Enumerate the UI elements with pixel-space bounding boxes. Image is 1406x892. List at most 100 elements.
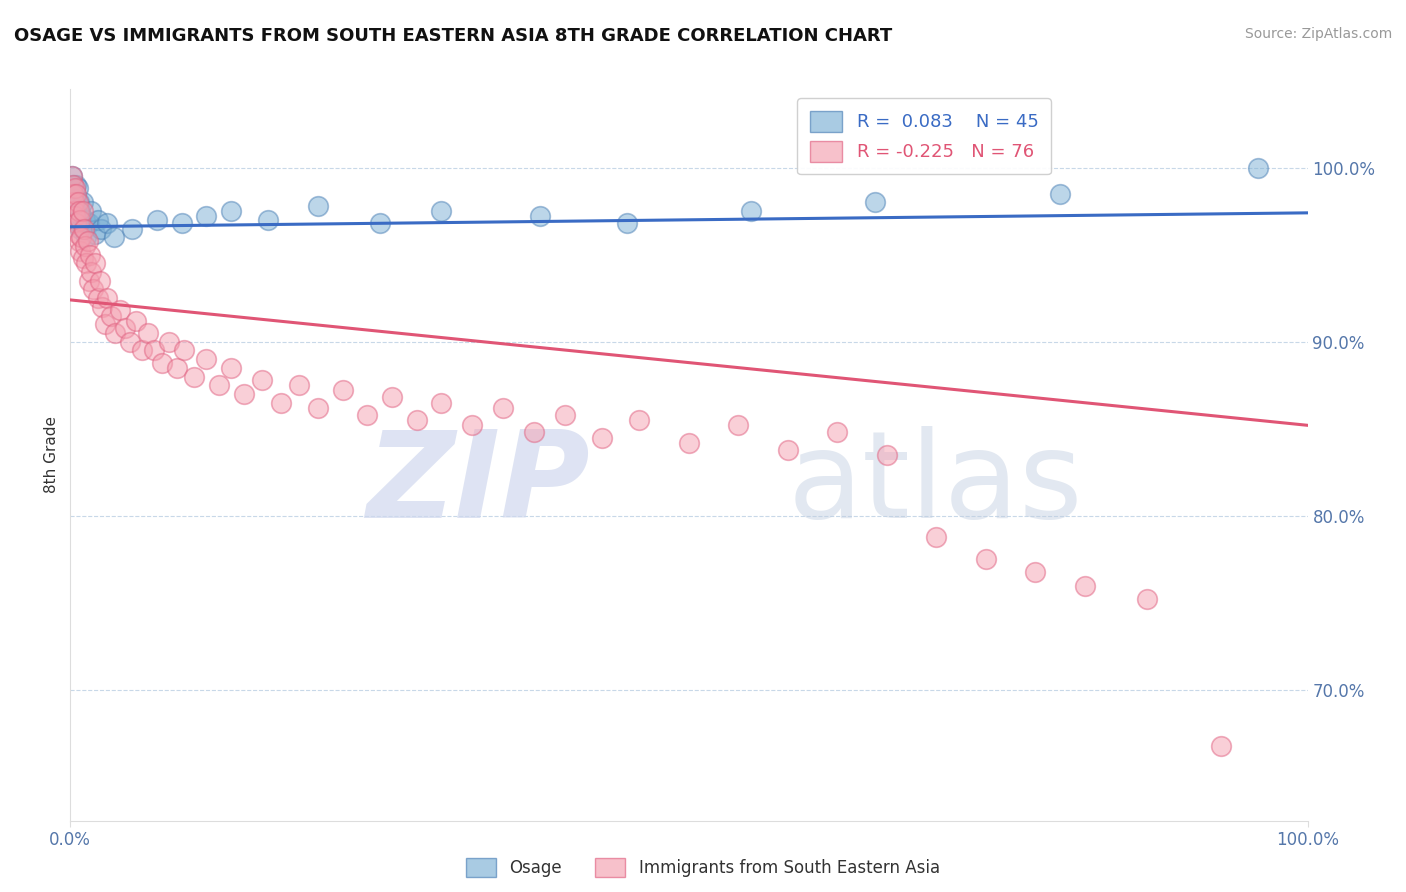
Point: [727, 418, 749, 433]
Point: [67, 234, 90, 248]
Point: [143, 343, 166, 358]
Legend: R =  0.083    N = 45, R = -0.225   N = 76: R = 0.083 N = 45, R = -0.225 N = 76: [797, 98, 1052, 174]
Point: [103, 230, 125, 244]
Point: [60, 169, 83, 184]
Point: [131, 343, 153, 358]
Point: [157, 334, 180, 349]
Point: [82, 283, 104, 297]
Point: [114, 320, 136, 334]
Point: [208, 378, 231, 392]
Point: [65, 216, 87, 230]
Point: [1247, 161, 1270, 175]
Point: [1209, 739, 1232, 753]
Point: [616, 216, 638, 230]
Point: [86, 291, 108, 305]
Point: [925, 530, 948, 544]
Point: [72, 204, 94, 219]
Point: [65, 186, 87, 201]
Point: [75, 230, 97, 244]
Point: [96, 216, 118, 230]
Point: [79, 247, 101, 261]
Point: [166, 360, 188, 375]
Point: [492, 401, 515, 415]
Point: [66, 195, 89, 210]
Point: [72, 221, 94, 235]
Point: [1074, 578, 1097, 592]
Text: Source: ZipAtlas.com: Source: ZipAtlas.com: [1244, 27, 1392, 41]
Point: [80, 265, 103, 279]
Point: [75, 256, 97, 270]
Point: [183, 369, 205, 384]
Point: [1049, 186, 1071, 201]
Point: [77, 216, 100, 230]
Point: [69, 244, 91, 259]
Point: [80, 204, 103, 219]
Point: [62, 186, 84, 201]
Point: [430, 204, 453, 219]
Point: [65, 204, 87, 219]
Point: [62, 178, 84, 192]
Point: [250, 373, 273, 387]
Point: [63, 212, 86, 227]
Point: [67, 195, 90, 210]
Point: [628, 413, 651, 427]
Point: [430, 395, 453, 409]
Point: [270, 395, 292, 409]
Point: [65, 210, 87, 224]
Point: [108, 303, 131, 318]
Point: [136, 326, 159, 340]
Point: [381, 391, 404, 405]
Point: [591, 430, 613, 444]
Point: [104, 326, 127, 340]
Point: [65, 210, 87, 224]
Point: [195, 352, 218, 367]
Point: [65, 178, 87, 192]
Point: [67, 216, 90, 230]
Point: [73, 221, 96, 235]
Point: [77, 274, 100, 288]
Point: [75, 239, 97, 253]
Point: [63, 195, 86, 210]
Point: [94, 318, 117, 332]
Text: ZIP: ZIP: [366, 425, 591, 542]
Point: [91, 300, 114, 314]
Point: [63, 204, 86, 219]
Point: [356, 408, 378, 422]
Point: [219, 360, 242, 375]
Point: [876, 448, 898, 462]
Point: [90, 221, 112, 235]
Point: [69, 221, 91, 235]
Point: [72, 251, 94, 265]
Point: [118, 334, 141, 349]
Point: [195, 210, 218, 224]
Point: [60, 169, 83, 184]
Point: [72, 195, 94, 210]
Point: [63, 195, 86, 210]
Point: [307, 199, 329, 213]
Point: [76, 234, 98, 248]
Point: [554, 408, 576, 422]
Point: [65, 192, 87, 206]
Point: [863, 195, 886, 210]
Point: [65, 186, 87, 201]
Point: [332, 384, 354, 398]
Point: [84, 227, 107, 241]
Point: [69, 204, 91, 219]
Point: [62, 186, 84, 201]
Point: [1024, 565, 1046, 579]
Point: [69, 212, 91, 227]
Point: [776, 442, 799, 457]
Y-axis label: 8th Grade: 8th Grade: [44, 417, 59, 493]
Point: [461, 418, 484, 433]
Point: [827, 425, 849, 440]
Point: [405, 413, 427, 427]
Point: [62, 178, 84, 192]
Point: [1136, 592, 1159, 607]
Point: [368, 216, 391, 230]
Point: [100, 309, 122, 323]
Point: [146, 212, 169, 227]
Point: [66, 212, 89, 227]
Point: [257, 212, 280, 227]
Point: [974, 552, 997, 566]
Point: [63, 204, 86, 219]
